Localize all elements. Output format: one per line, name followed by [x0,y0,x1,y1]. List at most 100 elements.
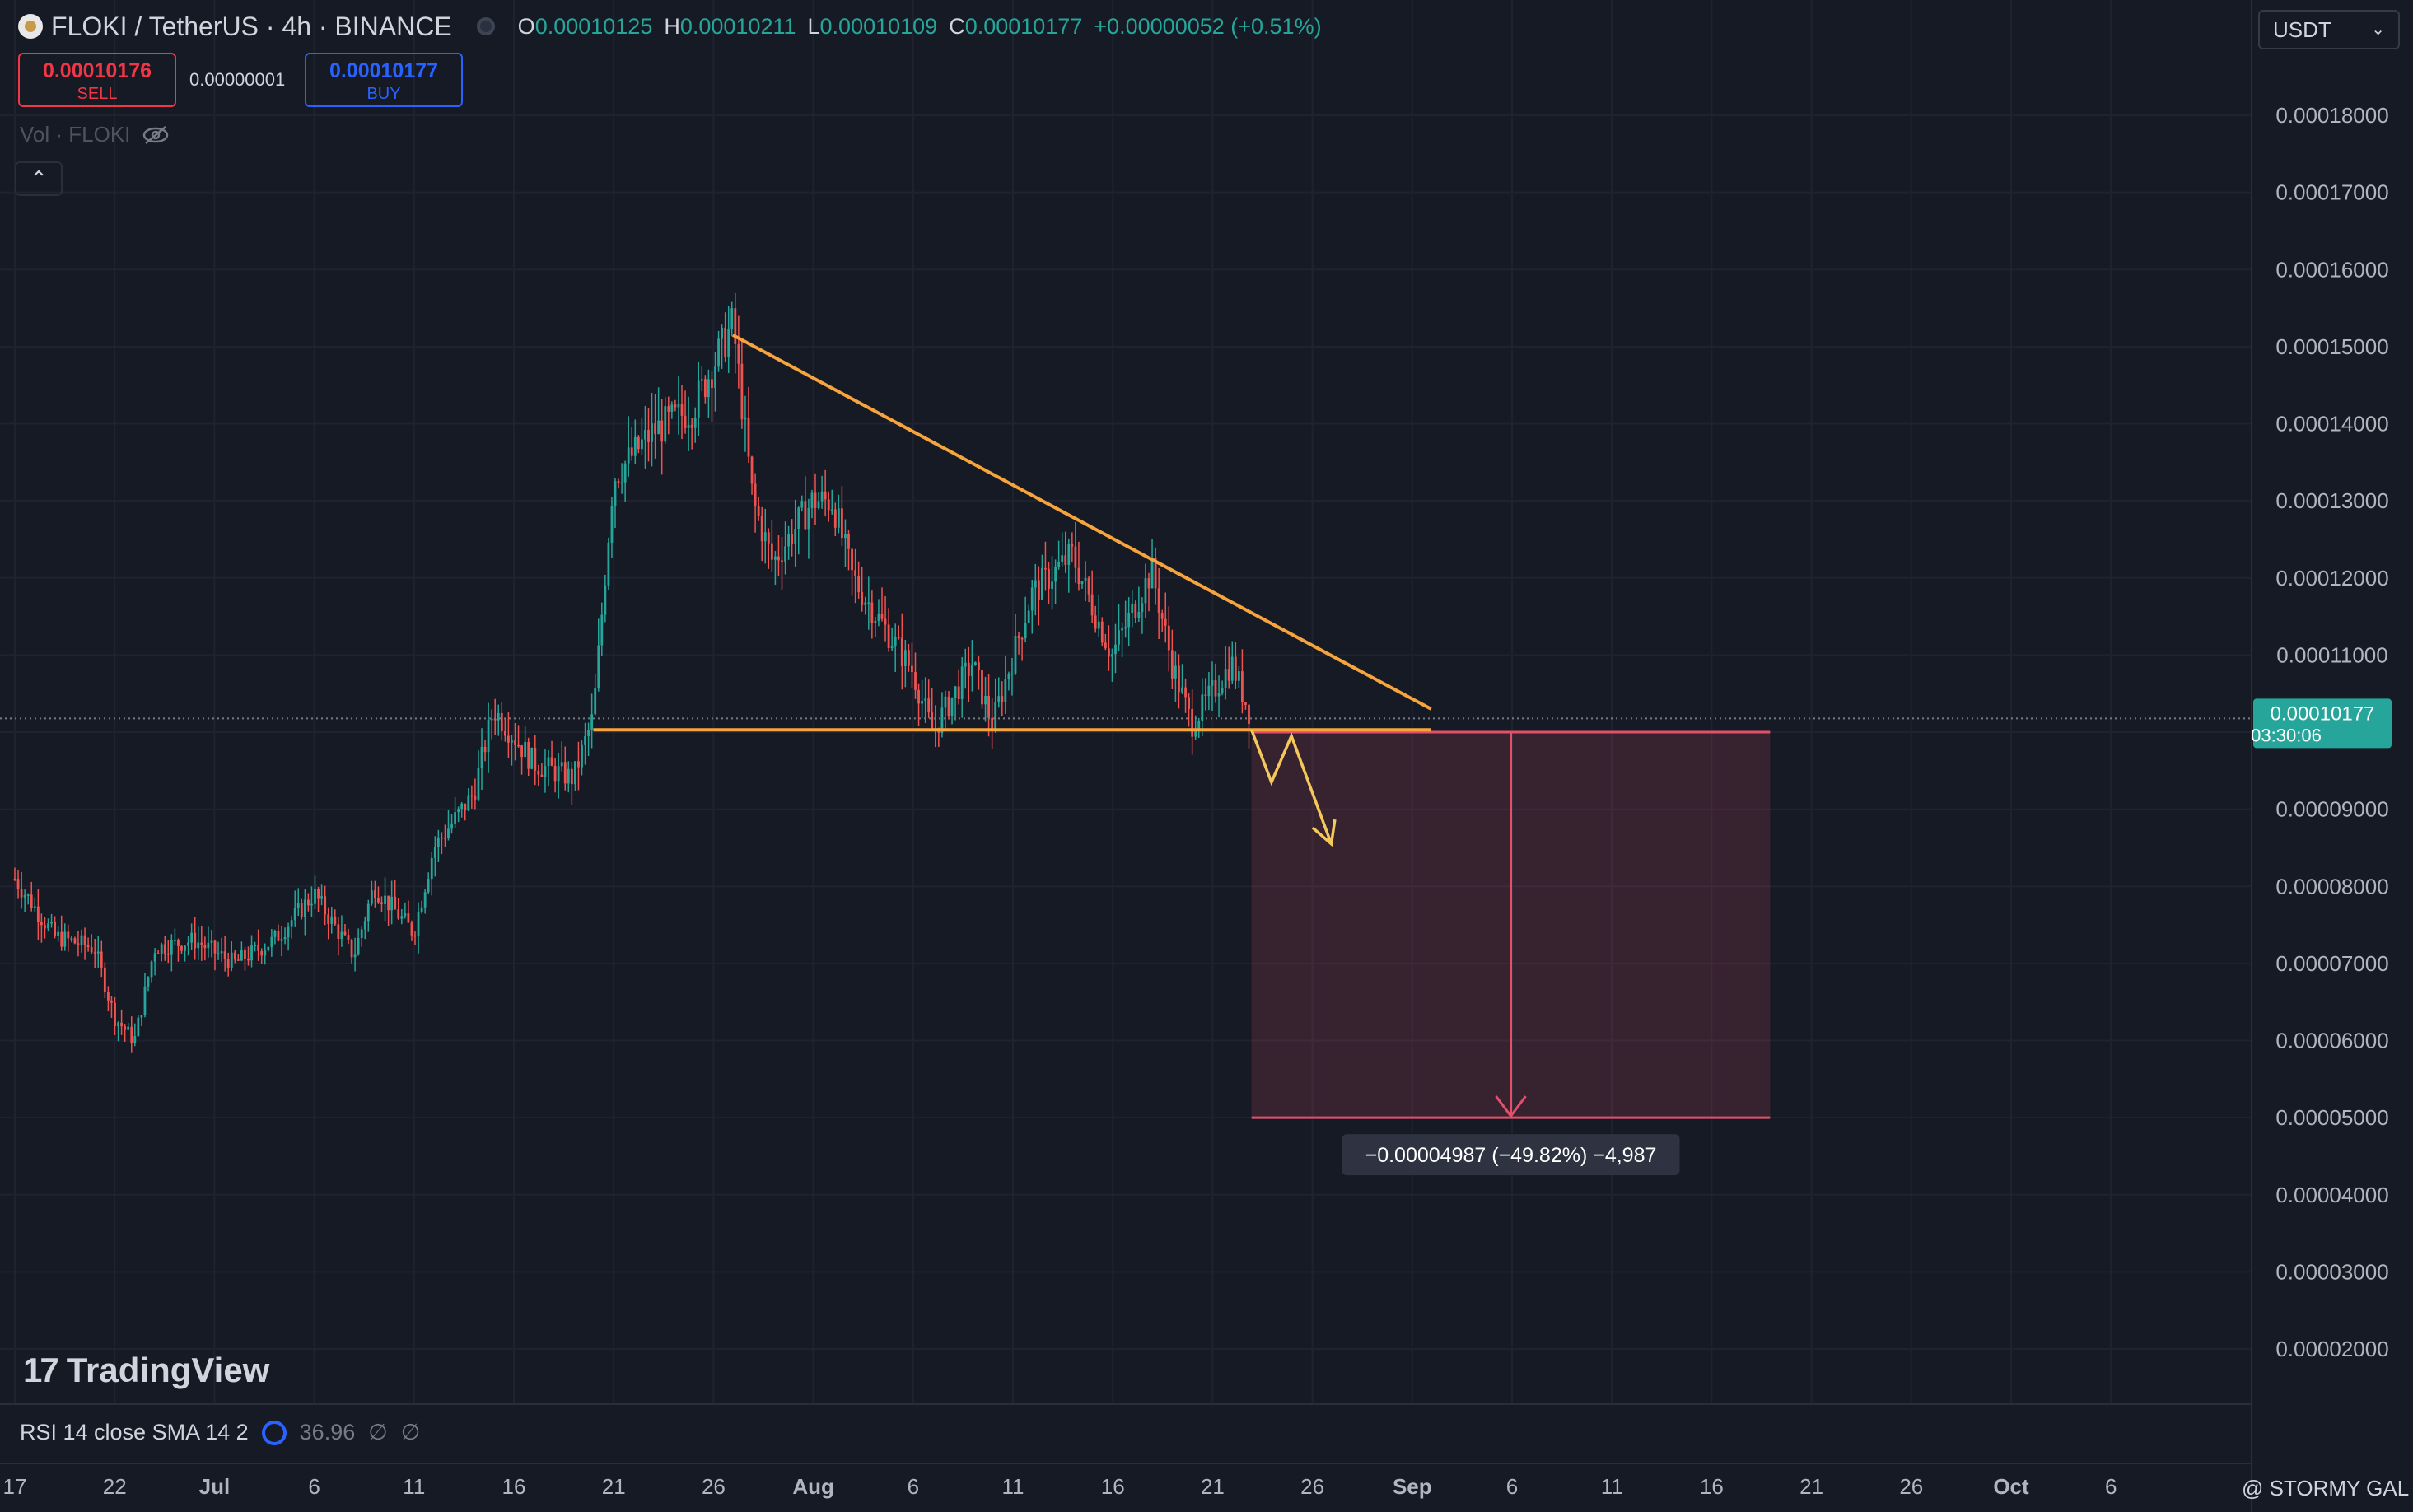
candle-body [884,618,887,625]
candle-body [200,942,203,945]
candle-body [540,774,544,777]
candle-body [1030,587,1034,611]
candle-body [400,916,404,919]
candle-body [630,447,633,456]
candle-body [927,698,931,713]
candle-body [73,938,77,944]
y-tick-label: 0.00002000 [2275,1337,2388,1361]
x-tick-label: Sep [1393,1474,1432,1499]
candle-body [1080,581,1084,584]
candle-body [861,592,864,605]
candle-body [870,602,874,623]
y-tick-label: 0.00007000 [2275,951,2388,976]
candle-body [693,418,697,428]
candle-body [120,1022,123,1027]
candle-body [697,380,700,418]
candle-body [454,812,456,824]
candle-body [734,308,737,344]
candle-body [1044,567,1047,570]
candle-body [1084,578,1087,581]
x-tick-label: Aug [792,1474,834,1499]
eye-hidden-icon[interactable] [142,125,170,145]
candle-body [244,950,246,959]
candle-body [660,420,664,442]
candle-body [921,701,923,704]
candle-body [153,953,156,962]
candle-body [1217,693,1221,697]
candle-body [450,823,453,829]
candle-body [1127,613,1131,628]
candle-body [877,613,880,621]
candle-body [1097,621,1100,629]
candle-body [594,688,597,715]
candle-body [600,614,604,646]
candle-body [103,967,106,993]
candle-body [93,952,96,954]
candle-body [1061,555,1064,562]
candle-body [124,1026,127,1030]
candle-body [296,903,300,908]
y-tick-label: 0.00015000 [2275,334,2388,359]
market-status-icon[interactable] [476,17,495,35]
candle-body [774,556,777,560]
candle-body [781,560,783,562]
candle-body [503,731,506,736]
candle-body [797,507,800,530]
candle-body [441,837,443,839]
x-tick-label: 17 [3,1474,27,1499]
candle-body [867,602,870,604]
collapse-button[interactable]: ⌃ [15,161,63,196]
candle-body [23,894,26,898]
candle-body [1157,588,1160,614]
candle-body [794,529,797,544]
candle-body [557,766,560,782]
candle-body [194,932,197,949]
candle-body [760,516,763,542]
candle-body [560,762,563,767]
candle-body [26,894,30,896]
candle-body [337,924,340,940]
candle-body [410,922,413,936]
rsi-label[interactable]: RSI 14 close SMA 14 2 [20,1420,249,1444]
candle-body [777,556,780,561]
candle-body [390,896,394,911]
candle-body [754,483,757,506]
pane-divider[interactable] [0,1403,2252,1405]
candle-body [744,417,747,420]
candle-body [213,940,217,954]
candle-body [293,908,296,921]
candle-body [1100,621,1104,643]
sell-button[interactable]: 0.00010176 SELL [18,53,176,107]
candle-body [791,534,794,544]
candle-body [854,570,856,576]
buy-button[interactable]: 0.00010177 BUY [305,53,463,107]
candle-body [587,730,590,737]
candle-body [581,744,583,768]
measure-label: −0.00004987 (−49.82%) −4,987 [1365,1144,1657,1167]
candle-body [273,931,277,937]
candle-body [1170,650,1174,679]
candle-body [680,404,684,416]
open-key: O [517,13,535,39]
candle-body [230,952,233,969]
tradingview-logo[interactable]: 17 TradingView [23,1351,269,1390]
currency-value: USDT [2273,17,2331,42]
candle-body [177,940,180,946]
tradingview-mark-icon: 17 [23,1351,59,1389]
candle-body [1054,566,1057,582]
candle-body [490,718,493,721]
candle-body [40,922,43,926]
currency-select[interactable]: USDT ⌄ [2258,10,2400,49]
candle-body [350,939,353,958]
symbol-title[interactable]: FLOKI / TetherUS · 4h · BINANCE [51,11,452,41]
x-tick-label: 6 [1506,1474,1518,1499]
candle-body [814,492,817,509]
candle-body [1160,613,1164,619]
candle-body [1010,673,1014,675]
x-tick-label: 11 [1601,1474,1623,1499]
candle-body [247,959,250,961]
candle-body [784,546,786,562]
candle-body [1041,567,1043,600]
